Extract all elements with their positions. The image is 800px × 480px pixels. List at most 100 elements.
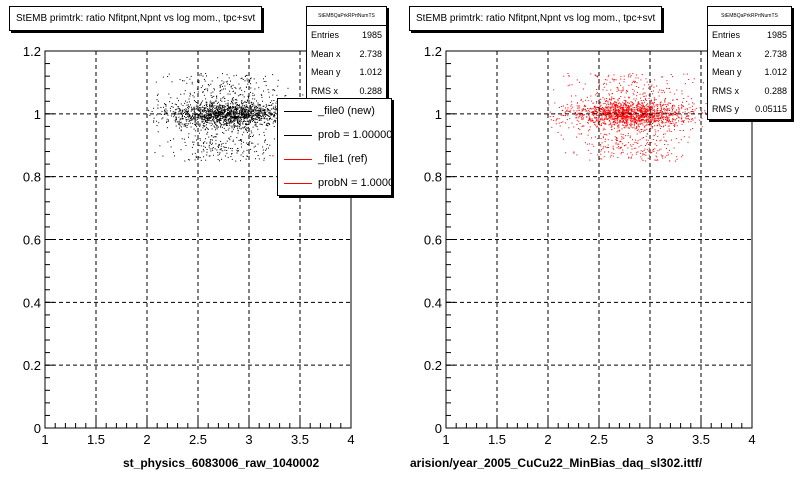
scatter-point xyxy=(248,153,250,154)
scatter-point xyxy=(641,128,643,130)
scatter-point xyxy=(216,116,218,118)
scatter-point xyxy=(199,107,200,109)
scatter-point xyxy=(647,106,649,108)
scatter-point xyxy=(217,112,219,114)
scatter-point xyxy=(618,111,620,113)
scatter-point xyxy=(687,115,689,117)
scatter-point xyxy=(669,149,670,151)
scatter-point xyxy=(192,95,194,97)
scatter-point xyxy=(669,112,671,114)
scatter-point xyxy=(272,155,274,157)
scatter-point xyxy=(162,117,164,119)
scatter-point xyxy=(260,112,262,114)
scatter-point xyxy=(236,109,238,111)
scatter-point xyxy=(564,112,566,114)
scatter-point xyxy=(176,116,177,118)
scatter-point xyxy=(637,108,639,110)
scatter-point xyxy=(302,94,304,96)
scatter-point xyxy=(616,119,618,121)
scatter-point xyxy=(642,105,644,107)
scatter-point xyxy=(652,119,654,121)
scatter-point xyxy=(230,116,231,117)
scatter-point xyxy=(235,116,237,118)
scatter-point xyxy=(219,111,221,113)
scatter-point xyxy=(643,112,645,114)
scatter-point xyxy=(659,117,661,119)
scatter-point xyxy=(193,116,195,118)
scatter-point xyxy=(625,125,627,127)
scatter-point xyxy=(651,105,653,107)
scatter-point xyxy=(606,83,607,85)
scatter-point xyxy=(589,111,591,113)
scatter-point xyxy=(208,111,210,113)
scatter-point xyxy=(240,160,241,162)
scatter-point xyxy=(634,119,636,121)
scatter-point xyxy=(179,123,181,125)
scatter-point xyxy=(644,125,646,127)
scatter-point xyxy=(609,110,611,112)
scatter-point xyxy=(223,109,225,111)
scatter-point xyxy=(230,119,232,121)
scatter-point xyxy=(634,109,636,111)
scatter-point xyxy=(662,104,664,106)
scatter-point xyxy=(253,104,255,106)
scatter-point xyxy=(191,146,193,148)
scatter-point xyxy=(210,105,212,107)
scatter-point xyxy=(197,118,199,120)
scatter-point xyxy=(654,79,656,81)
scatter-point xyxy=(245,123,247,125)
scatter-point xyxy=(666,109,668,111)
scatter-point xyxy=(602,121,604,123)
scatter-point xyxy=(668,130,670,132)
scatter-point xyxy=(597,92,598,94)
scatter-point xyxy=(619,115,621,117)
scatter-point xyxy=(235,119,237,121)
scatter-point xyxy=(627,115,629,117)
scatter-point xyxy=(166,110,168,112)
scatter-point xyxy=(227,122,228,124)
scatter-point xyxy=(231,153,233,154)
scatter-point xyxy=(618,103,619,105)
scatter-point xyxy=(655,117,657,119)
scatter-point xyxy=(669,91,671,93)
scatter-point xyxy=(202,92,204,93)
scatter-point xyxy=(239,113,240,115)
stats-row-rms-x: RMS x 0.288 xyxy=(311,85,382,96)
scatter-point xyxy=(642,119,644,121)
scatter-point xyxy=(217,119,219,121)
scatter-point xyxy=(203,156,205,158)
scatter-point xyxy=(596,109,598,110)
scatter-point xyxy=(641,74,643,75)
scatter-point xyxy=(597,123,599,125)
scatter-point xyxy=(647,142,649,144)
scatter-point xyxy=(173,138,175,140)
scatter-point xyxy=(220,145,222,147)
scatter-point xyxy=(563,75,565,77)
scatter-point xyxy=(600,107,601,109)
scatter-point xyxy=(225,110,227,112)
scatter-point xyxy=(180,130,182,132)
chart-title-right: StEMB primtrk: ratio Nfitpnt,Npnt vs log… xyxy=(409,6,663,31)
scatter-point xyxy=(583,105,585,107)
scatter-point xyxy=(574,112,576,114)
scatter-point xyxy=(182,110,184,112)
scatter-point xyxy=(667,104,669,106)
scatter-point xyxy=(657,106,659,108)
scatter-point xyxy=(258,134,260,136)
scatter-point xyxy=(232,84,234,86)
scatter-point xyxy=(212,154,214,156)
scatter-point xyxy=(148,109,150,111)
scatter-point xyxy=(203,117,205,119)
scatter-point xyxy=(204,121,206,123)
scatter-point xyxy=(601,117,603,119)
scatter-point xyxy=(651,118,653,120)
scatter-point xyxy=(192,117,194,119)
scatter-point xyxy=(182,114,184,116)
scatter-point xyxy=(203,109,205,111)
scatter-point xyxy=(630,75,632,77)
scatter-point xyxy=(179,110,181,111)
scatter-point xyxy=(210,101,212,103)
scatter-point xyxy=(251,117,253,119)
scatter-point xyxy=(614,136,616,138)
scatter-point xyxy=(643,92,645,94)
